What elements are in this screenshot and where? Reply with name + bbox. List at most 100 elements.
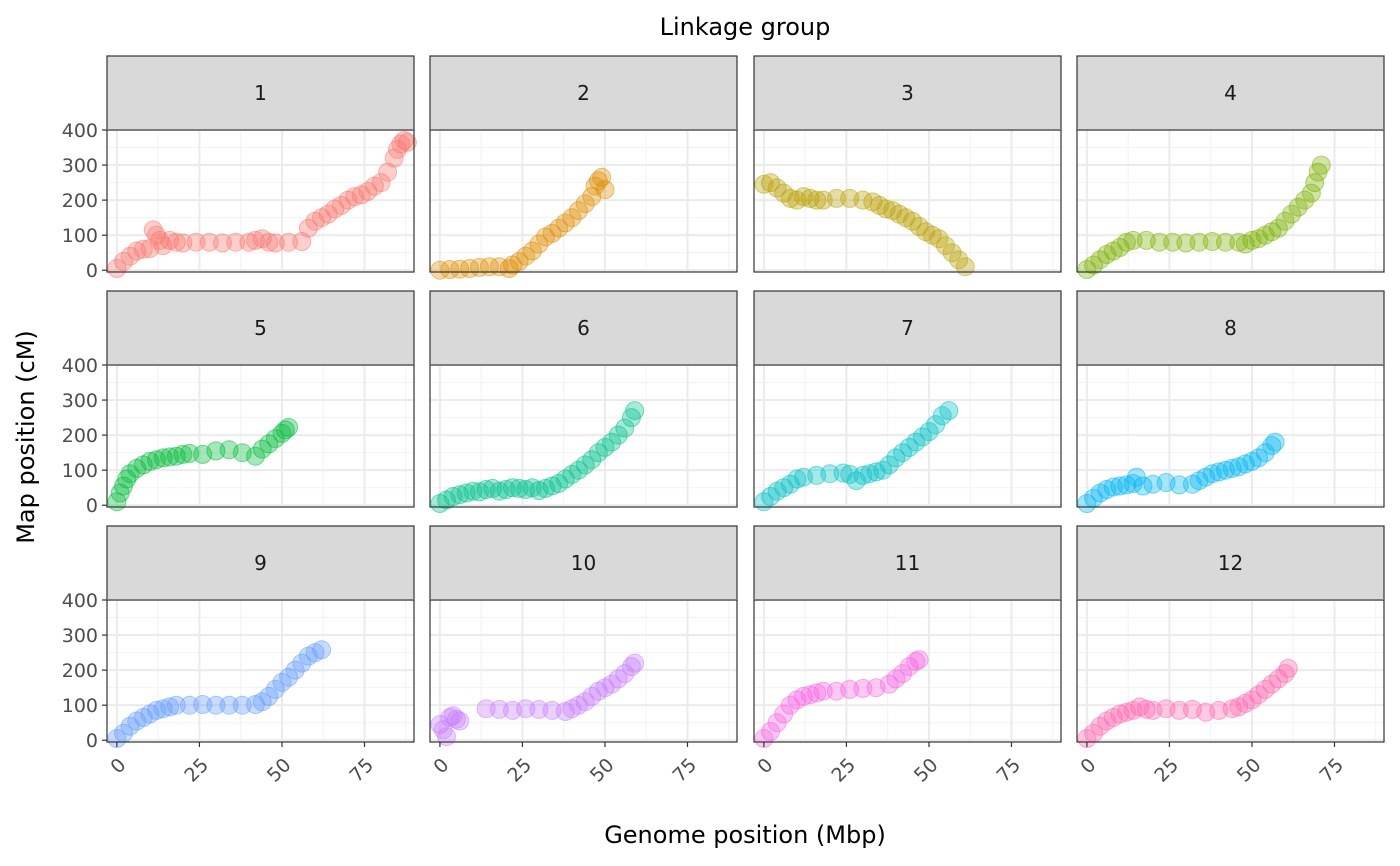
data-point <box>569 201 588 221</box>
panel-border <box>106 129 415 273</box>
panel-border <box>106 599 415 743</box>
data-point <box>279 417 299 437</box>
data-point <box>909 216 929 236</box>
data-point <box>608 669 628 689</box>
data-point <box>1278 658 1298 678</box>
data-point <box>173 444 193 464</box>
y-tick-label: 200 <box>62 190 98 212</box>
data-point <box>450 259 470 279</box>
data-point <box>186 232 206 252</box>
strip-label: 11 <box>895 551 920 575</box>
data-point <box>899 657 919 677</box>
data-point <box>575 455 595 475</box>
data-point <box>787 469 807 489</box>
y-tick-label: 200 <box>62 660 98 682</box>
data-point <box>575 692 595 712</box>
data-point <box>1268 669 1288 689</box>
data-point <box>252 692 272 712</box>
panel-border <box>753 599 1062 743</box>
panel-2: 2 <box>429 55 738 280</box>
x-tick-label: 50 <box>263 754 296 787</box>
strip-label: 1 <box>254 81 267 105</box>
strip-label: 8 <box>1224 316 1237 340</box>
data-point <box>932 406 952 426</box>
data-point <box>440 260 460 279</box>
data-point <box>615 664 635 684</box>
panel-border <box>753 129 1062 273</box>
x-tick-label: 0 <box>429 754 453 778</box>
y-axis-title: Map position (cM) <box>12 330 40 544</box>
data-point <box>555 213 575 233</box>
data-point <box>298 218 318 238</box>
data-point <box>608 425 628 445</box>
data-point <box>592 167 612 187</box>
x-tick-label: 25 <box>1150 754 1183 787</box>
strip-background <box>753 55 1062 131</box>
data-point <box>807 190 827 210</box>
panel-11: 11 0 25 50 75 <box>753 525 1062 787</box>
data-point <box>827 188 846 208</box>
data-point <box>378 162 398 182</box>
data-point <box>394 131 414 150</box>
data-point <box>615 418 635 438</box>
x-tick-label: 50 <box>1233 754 1266 787</box>
x-tick-label: 50 <box>910 754 943 787</box>
strip-background <box>106 525 415 601</box>
data-point <box>625 401 645 421</box>
x-tick-label: 0 <box>1076 754 1100 778</box>
panel-9: 9 0 100 200 300 400 0 25 50 75 <box>62 525 415 787</box>
panel-border <box>106 364 415 508</box>
data-point <box>767 178 787 198</box>
data-point <box>219 695 239 715</box>
x-tick-label: 25 <box>827 754 860 787</box>
data-point <box>1255 443 1275 463</box>
strip-label: 2 <box>577 81 590 105</box>
data-point <box>114 252 133 271</box>
x-tick-label: 75 <box>668 754 701 787</box>
data-point <box>107 259 127 278</box>
data-point <box>292 653 312 673</box>
strip-background <box>429 55 738 131</box>
panel-border <box>1076 599 1385 743</box>
data-point <box>1262 674 1282 694</box>
x-tick-label: 25 <box>503 754 536 787</box>
y-tick-label: 400 <box>62 590 98 612</box>
data-point <box>1305 173 1325 193</box>
data-point <box>602 674 622 694</box>
y-tick-label: 300 <box>62 155 98 177</box>
data-point <box>813 681 833 701</box>
data-point <box>259 232 279 252</box>
y-tick-label: 0 <box>86 730 98 752</box>
x-tick-label: 25 <box>180 754 213 787</box>
data-point <box>588 443 608 463</box>
facet-title: Linkage group <box>660 13 831 41</box>
data-point <box>1242 690 1262 710</box>
data-point <box>522 241 542 261</box>
strip-background <box>106 290 415 366</box>
data-point <box>460 259 480 278</box>
data-point <box>542 223 562 243</box>
data-point <box>582 450 602 470</box>
strip-background <box>1076 290 1385 366</box>
data-point <box>499 259 519 278</box>
x-tick-label: 0 <box>753 754 777 778</box>
x-tick-label: 75 <box>1315 754 1348 787</box>
strip-background <box>106 55 415 131</box>
data-point <box>259 434 279 454</box>
data-point <box>780 695 800 715</box>
data-point <box>279 667 299 687</box>
data-point <box>371 173 391 193</box>
data-point <box>272 672 292 692</box>
data-point <box>1090 716 1110 736</box>
data-point <box>1084 255 1103 275</box>
y-tick-label: 0 <box>86 260 98 282</box>
data-point <box>1262 436 1282 456</box>
y-tick-label: 0 <box>86 495 98 517</box>
data-point <box>754 492 774 512</box>
data-point <box>509 252 529 271</box>
data-point <box>893 664 912 684</box>
x-tick-label: 50 <box>586 754 619 787</box>
data-point <box>331 195 351 215</box>
data-point <box>1123 230 1143 250</box>
